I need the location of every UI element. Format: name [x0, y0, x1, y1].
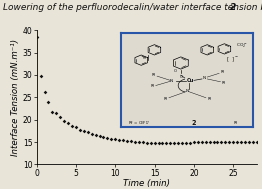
Point	[239, 141, 243, 144]
Point	[247, 141, 251, 144]
Point	[129, 140, 133, 143]
Point	[200, 141, 204, 144]
Point	[204, 141, 208, 144]
Point	[62, 119, 66, 122]
Point	[251, 141, 255, 144]
Point	[74, 126, 78, 129]
Point	[176, 141, 180, 144]
Point	[152, 141, 157, 144]
Point	[46, 100, 51, 103]
Point	[208, 141, 212, 144]
Point	[117, 138, 121, 141]
X-axis label: Time (min): Time (min)	[123, 179, 170, 188]
Point	[105, 136, 110, 139]
Point	[168, 141, 172, 144]
Point	[94, 133, 98, 136]
Point	[164, 141, 168, 144]
Point	[196, 141, 200, 144]
Text: Lowering of the perfluorodecalin/water interface tension by: Lowering of the perfluorodecalin/water i…	[3, 3, 262, 12]
Point	[141, 141, 145, 144]
Point	[35, 36, 39, 39]
Point	[66, 122, 70, 125]
Point	[125, 139, 129, 142]
Point	[211, 141, 216, 144]
Point	[121, 139, 125, 142]
Point	[188, 141, 192, 144]
Point	[58, 116, 62, 119]
Point	[97, 134, 102, 137]
Point	[113, 138, 117, 141]
Point	[180, 141, 184, 144]
Y-axis label: Interface Tension (mN.m⁻¹): Interface Tension (mN.m⁻¹)	[11, 39, 20, 156]
Point	[50, 110, 54, 113]
Point	[227, 141, 231, 144]
Point	[90, 132, 94, 135]
Point	[231, 141, 235, 144]
Point	[42, 90, 47, 93]
Point	[156, 141, 161, 144]
Point	[172, 141, 176, 144]
Point	[86, 131, 90, 134]
Point	[109, 137, 113, 140]
Point	[137, 141, 141, 144]
Point	[82, 129, 86, 132]
Point	[149, 141, 153, 144]
Point	[54, 112, 58, 115]
Point	[101, 136, 106, 139]
Point	[133, 140, 137, 143]
Point	[215, 141, 220, 144]
Point	[255, 141, 259, 144]
Point	[70, 124, 74, 127]
Point	[243, 141, 247, 144]
Point	[223, 141, 227, 144]
Point	[184, 141, 188, 144]
Text: 2: 2	[230, 3, 236, 12]
Point	[192, 141, 196, 144]
Point	[160, 141, 165, 144]
Point	[39, 74, 43, 77]
Point	[235, 141, 239, 144]
Point	[145, 141, 149, 144]
Point	[78, 128, 82, 131]
Point	[219, 141, 223, 144]
